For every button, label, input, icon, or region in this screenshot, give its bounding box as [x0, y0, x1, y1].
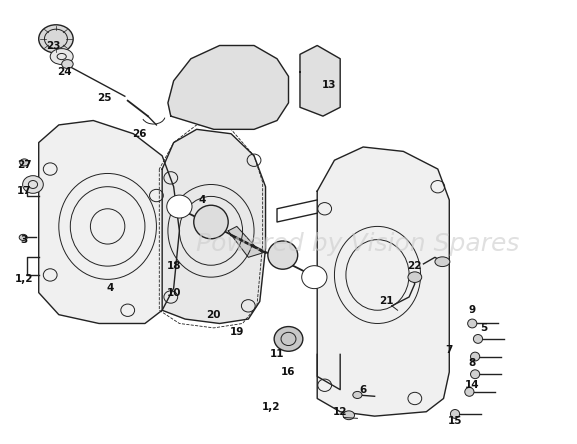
Text: 7: 7	[445, 345, 453, 355]
Ellipse shape	[39, 25, 73, 53]
Ellipse shape	[19, 234, 27, 241]
Text: 18: 18	[166, 261, 181, 271]
Text: 3: 3	[21, 234, 28, 245]
Ellipse shape	[343, 411, 354, 420]
Text: 6: 6	[359, 385, 367, 395]
Text: 5: 5	[480, 323, 488, 333]
Polygon shape	[228, 226, 263, 257]
Text: 1,2: 1,2	[15, 274, 33, 284]
Text: 15: 15	[448, 416, 462, 425]
Text: 8: 8	[469, 358, 476, 368]
Text: 26: 26	[132, 129, 147, 139]
Text: 24: 24	[57, 67, 72, 77]
Polygon shape	[317, 147, 449, 416]
Text: 11: 11	[270, 349, 284, 359]
Polygon shape	[300, 46, 340, 116]
Text: 1,2: 1,2	[262, 402, 280, 412]
Text: 20: 20	[207, 309, 221, 320]
Ellipse shape	[467, 319, 477, 328]
Ellipse shape	[465, 388, 474, 396]
Ellipse shape	[435, 257, 450, 266]
Ellipse shape	[302, 266, 327, 289]
Ellipse shape	[353, 392, 362, 398]
Ellipse shape	[167, 195, 192, 218]
Ellipse shape	[473, 334, 482, 343]
Text: 16: 16	[281, 367, 296, 377]
Text: Powered by Vision Spares: Powered by Vision Spares	[196, 232, 519, 256]
Ellipse shape	[408, 272, 422, 282]
Text: 12: 12	[333, 407, 347, 417]
Text: 17: 17	[17, 186, 32, 196]
Text: 4: 4	[107, 283, 114, 293]
Polygon shape	[39, 120, 179, 324]
Text: 22: 22	[407, 261, 422, 271]
Text: 19: 19	[230, 327, 244, 337]
Ellipse shape	[20, 159, 29, 166]
Ellipse shape	[50, 48, 73, 64]
Text: 9: 9	[469, 305, 476, 315]
Text: 4: 4	[198, 195, 206, 205]
Ellipse shape	[23, 176, 43, 193]
Text: 27: 27	[17, 160, 32, 170]
Ellipse shape	[268, 241, 298, 269]
Polygon shape	[168, 46, 288, 129]
Ellipse shape	[62, 59, 73, 68]
Ellipse shape	[470, 352, 479, 361]
Text: 23: 23	[46, 40, 61, 51]
Polygon shape	[162, 129, 265, 324]
Text: 13: 13	[321, 80, 336, 90]
Text: 25: 25	[98, 93, 112, 103]
Text: 14: 14	[465, 380, 479, 390]
Ellipse shape	[274, 327, 303, 351]
Text: 10: 10	[166, 288, 181, 297]
Ellipse shape	[470, 370, 479, 379]
Ellipse shape	[194, 205, 228, 239]
Text: 21: 21	[379, 297, 394, 306]
Ellipse shape	[451, 409, 460, 418]
